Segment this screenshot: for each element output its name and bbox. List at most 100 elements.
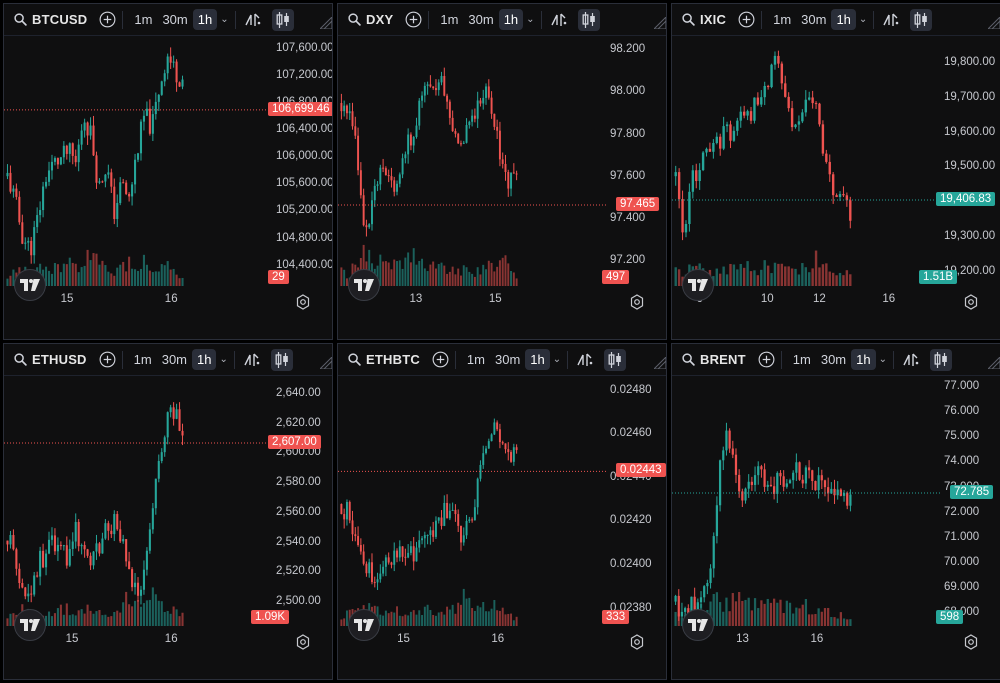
candlestick-chart-type-icon[interactable] <box>271 8 294 31</box>
chart-panel-btcusd[interactable]: BTCUSD 1m 30m 1h ⌄ 107,600.00 107,200.00 1… <box>3 3 333 340</box>
last-price-badge[interactable]: 97.465 <box>616 197 660 212</box>
add-symbol-icon[interactable] <box>738 11 755 28</box>
tradingview-logo-icon[interactable] <box>348 269 380 301</box>
candlestick-chart-type-icon[interactable] <box>577 8 600 31</box>
panel-resize-corner-icon[interactable] <box>652 16 666 30</box>
chart-panel-brent[interactable]: BRENT 1m 30m 1h ⌄ 77.000 76.000 75.000 74.0… <box>671 343 1000 680</box>
panel-resize-corner-icon[interactable] <box>652 356 666 370</box>
indicators-icon[interactable] <box>880 9 902 31</box>
indicators-icon[interactable] <box>574 349 596 371</box>
panel-resize-corner-icon[interactable] <box>318 356 332 370</box>
interval-1h-button[interactable]: 1h <box>498 9 524 30</box>
indicators-icon[interactable] <box>548 9 570 31</box>
add-symbol-icon[interactable] <box>99 351 116 368</box>
interval-1m-button[interactable]: 1m <box>134 12 153 27</box>
panel-resize-corner-icon[interactable] <box>986 356 1000 370</box>
volume-bar <box>86 604 89 626</box>
symbol-search-button[interactable]: DXY <box>348 12 393 27</box>
settings-icon[interactable] <box>629 634 645 650</box>
chart-panel-ethbtc[interactable]: ETHBTC 1m 30m 1h ⌄ 0.024800.024600.02440… <box>337 343 667 680</box>
panel-resize-corner-icon[interactable] <box>318 16 332 30</box>
interval-1h-button[interactable]: 1h <box>525 349 550 370</box>
interval-1m-button[interactable]: 1m <box>792 352 811 367</box>
chevron-down-icon[interactable]: ⌄ <box>858 14 868 25</box>
candlestick-chart-type-icon[interactable] <box>270 348 293 371</box>
chart-panel-dxy[interactable]: DXY 1m 30m 1h ⌄ 98.200 98.000 97.800 97.600… <box>337 3 667 340</box>
settings-icon[interactable] <box>963 294 979 310</box>
last-price-badge[interactable]: 72.785 <box>950 485 994 500</box>
settings-icon[interactable] <box>629 294 645 310</box>
volume-bar <box>825 263 828 286</box>
volume-bar <box>56 264 59 286</box>
candle <box>790 108 794 128</box>
candle <box>122 539 125 542</box>
candle <box>490 97 493 114</box>
chevron-down-icon[interactable]: ⌄ <box>220 14 229 25</box>
interval-1h-button[interactable]: 1h <box>192 349 217 370</box>
interval-1m-button[interactable]: 1m <box>773 12 792 27</box>
settings-icon[interactable] <box>295 634 311 650</box>
interval-30m-button[interactable]: 30m <box>820 352 847 367</box>
symbol-search-button[interactable]: IXIC <box>682 12 726 27</box>
candle <box>794 124 797 128</box>
chevron-down-icon[interactable]: ⌄ <box>526 14 535 25</box>
indicators-icon[interactable] <box>900 349 922 371</box>
chevron-down-icon[interactable]: ⌄ <box>552 354 562 365</box>
symbol-search-button[interactable]: BTCUSD <box>14 12 87 27</box>
interval-1h-button[interactable]: 1h <box>831 9 856 30</box>
candlestick-chart-type-icon[interactable] <box>930 348 952 371</box>
candle <box>95 155 98 183</box>
settings-icon[interactable] <box>963 634 979 650</box>
tradingview-logo-icon[interactable] <box>682 609 714 641</box>
interval-30m-button[interactable]: 30m <box>801 12 827 27</box>
interval-1h-button[interactable]: 1h <box>851 349 876 370</box>
candle <box>24 587 27 597</box>
candlestick-chart[interactable] <box>338 376 666 679</box>
interval-1h-button[interactable]: 1h <box>192 9 218 30</box>
interval-30m-button[interactable]: 30m <box>161 352 188 367</box>
x-axis-tick-label: 16 <box>164 633 178 645</box>
last-price-badge[interactable]: 106,699.46 <box>268 101 332 116</box>
volume-bar <box>490 262 493 286</box>
candlestick-chart[interactable] <box>672 36 1000 339</box>
candle <box>404 556 407 558</box>
candlestick-chart-type-icon[interactable] <box>910 8 933 31</box>
volume-bar <box>45 615 48 626</box>
symbol-search-button[interactable]: BRENT <box>682 352 746 367</box>
settings-icon[interactable] <box>295 294 311 310</box>
candle <box>749 111 753 121</box>
panel-resize-corner-icon[interactable] <box>986 16 1000 30</box>
volume-bar <box>131 606 134 626</box>
tradingview-logo-icon[interactable] <box>14 269 46 301</box>
interval-1m-button[interactable]: 1m <box>440 12 459 27</box>
interval-1m-button[interactable]: 1m <box>466 352 485 367</box>
tradingview-logo-icon[interactable] <box>14 609 46 641</box>
indicators-icon[interactable] <box>241 349 263 371</box>
chevron-down-icon[interactable]: ⌄ <box>219 354 228 365</box>
add-symbol-icon[interactable] <box>432 351 449 368</box>
chart-panel-ethusd[interactable]: ETHUSD 1m 30m 1h ⌄ 2,640.00 2,620.00 2,600… <box>3 343 333 680</box>
volume-bar <box>674 267 677 286</box>
interval-30m-button[interactable]: 30m <box>162 12 188 27</box>
symbol-search-button[interactable]: ETHUSD <box>14 352 87 367</box>
candlestick-chart[interactable] <box>672 376 1000 679</box>
add-symbol-icon[interactable] <box>758 351 775 368</box>
interval-30m-button[interactable]: 30m <box>468 12 494 27</box>
candlestick-chart[interactable] <box>338 36 666 339</box>
interval-30m-button[interactable]: 30m <box>494 352 521 367</box>
last-price-badge[interactable]: 2,607.00 <box>268 435 321 449</box>
tradingview-logo-icon[interactable] <box>682 269 714 301</box>
add-symbol-icon[interactable] <box>405 11 422 28</box>
chevron-down-icon[interactable]: ⌄ <box>878 354 887 365</box>
indicators-icon[interactable] <box>242 9 264 31</box>
add-symbol-icon[interactable] <box>99 11 116 28</box>
last-price-badge[interactable]: 0.02443 <box>616 463 666 478</box>
chart-panel-ixic[interactable]: IXIC 1m 30m 1h ⌄ 19,800.00 19,700.00 19,60… <box>671 3 1000 340</box>
candlestick-chart-type-icon[interactable] <box>604 348 627 371</box>
tradingview-logo-icon[interactable] <box>348 609 380 641</box>
last-price-badge[interactable]: 19,406.83 <box>936 191 996 206</box>
y-axis-tick-label: 106,400.00 <box>276 123 333 136</box>
interval-1m-button[interactable]: 1m <box>133 352 152 367</box>
volume-bar <box>62 614 65 626</box>
symbol-search-button[interactable]: ETHBTC <box>348 352 420 367</box>
